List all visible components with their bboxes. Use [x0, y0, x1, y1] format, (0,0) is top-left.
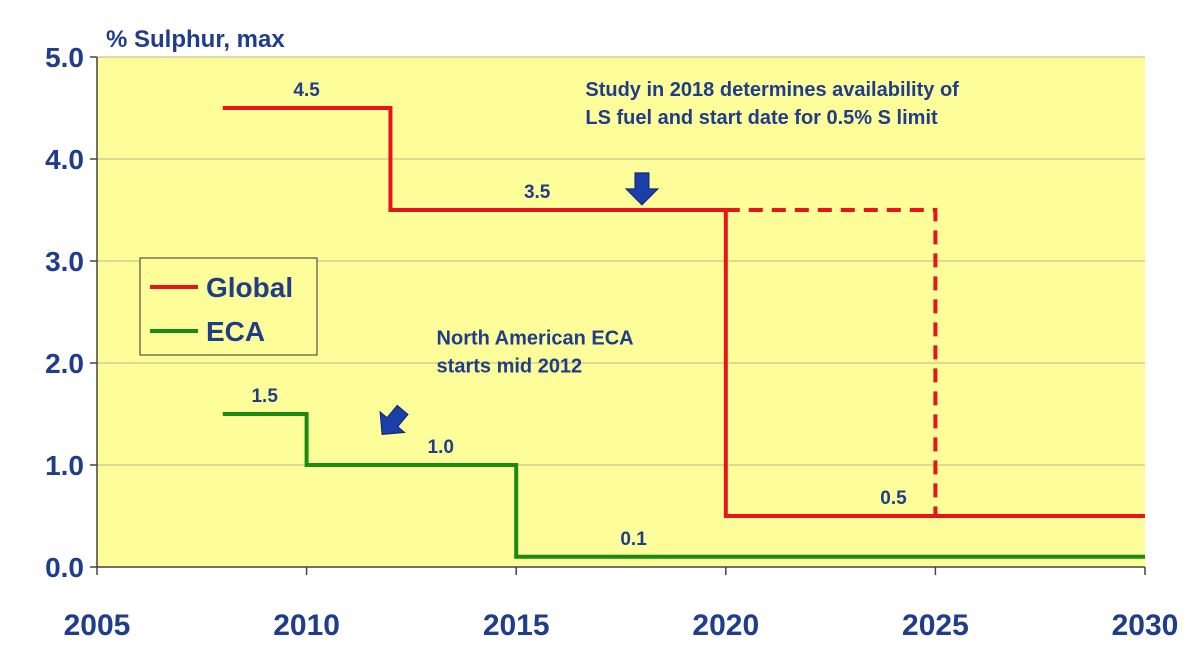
series-line-global — [222, 106, 1145, 518]
data-label: 0.1 — [620, 529, 647, 550]
arrow-icon — [379, 404, 409, 435]
annotation-text: North American ECA — [437, 328, 634, 350]
annotation-text: starts mid 2012 — [437, 356, 583, 378]
annotation-text: Study in 2018 determines availability of — [585, 79, 959, 101]
legend-box — [139, 257, 318, 356]
legend: Global ECA — [139, 257, 318, 356]
x-tick-label: 2025 — [902, 609, 969, 642]
data-label: 4.5 — [293, 80, 320, 101]
annotation-arrow — [624, 172, 660, 206]
data-label: 0.5 — [880, 488, 907, 509]
x-tick-label: 2005 — [64, 609, 131, 642]
legend-label-eca: ECA — [206, 316, 265, 347]
x-tick-labels: 2005 2010 2015 2020 2025 2030 — [64, 567, 1179, 642]
data-labels: 4.5 3.5 0.5 1.5 1.0 0.1 — [251, 80, 907, 550]
data-label: 3.5 — [524, 182, 551, 203]
legend-label-global: Global — [206, 272, 293, 303]
x-tick-label: 2010 — [273, 609, 340, 642]
y-axis-label: % Sulphur, max — [106, 26, 285, 53]
data-label: 1.5 — [251, 386, 278, 407]
x-tick-label: 2030 — [1112, 609, 1179, 642]
annotation-arrow — [379, 404, 409, 435]
y-tick-label: 1.0 — [45, 450, 84, 481]
x-tick-label: 2020 — [692, 609, 759, 642]
y-tick-label: 5.0 — [45, 42, 84, 73]
x-tick-label: 2015 — [483, 609, 550, 642]
data-label: 1.0 — [428, 437, 454, 458]
annotations: Study in 2018 determines availability of… — [379, 79, 959, 435]
series-line-eca — [222, 412, 1145, 559]
y-tick-label: 0.0 — [45, 552, 84, 583]
series-dashed-global — [725, 208, 938, 516]
y-tick-label: 3.0 — [45, 246, 84, 277]
arrow-icon — [624, 172, 660, 206]
y-tick-label: 4.0 — [45, 144, 84, 175]
series-lines — [222, 106, 1145, 559]
annotation-text: LS fuel and start date for 0.5% S limit — [585, 107, 938, 129]
y-tick-labels: 0.0 1.0 2.0 3.0 4.0 5.0 — [45, 42, 97, 583]
axes — [96, 57, 1145, 568]
y-tick-label: 2.0 — [45, 348, 84, 379]
